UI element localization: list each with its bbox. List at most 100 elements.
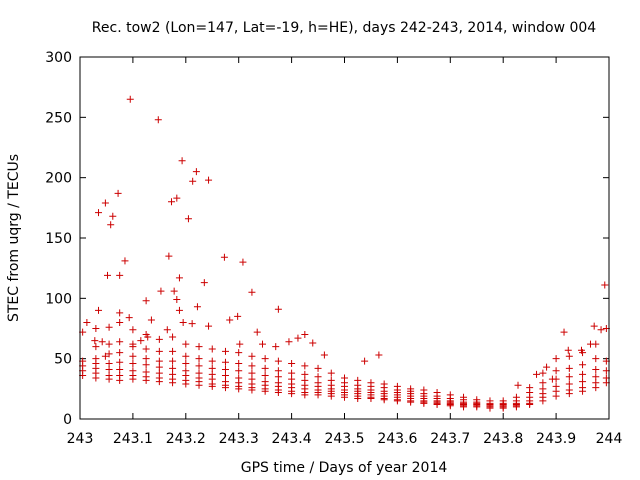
data-point-tracks bbox=[592, 373, 600, 381]
data-point-outliers bbox=[200, 279, 208, 287]
data-point-tracks bbox=[169, 333, 177, 341]
data-point-tracks bbox=[565, 390, 573, 398]
data-point-tracks bbox=[552, 392, 560, 400]
data-point-tracks bbox=[301, 362, 309, 370]
data-point-tracks bbox=[195, 362, 203, 370]
data-point-tracks bbox=[486, 404, 494, 412]
data-point-outliers bbox=[320, 351, 328, 359]
data-point-outliers bbox=[168, 198, 176, 206]
data-point-outliers bbox=[248, 288, 256, 296]
data-point-outliers bbox=[253, 328, 261, 336]
data-point-tracks bbox=[169, 347, 177, 355]
data-point-tracks bbox=[512, 403, 520, 411]
data-point-outliers bbox=[220, 253, 228, 261]
data-point-tracks bbox=[208, 382, 216, 390]
data-point-tracks bbox=[235, 385, 243, 393]
data-point-outliers bbox=[95, 209, 103, 217]
data-point-tracks bbox=[565, 373, 573, 381]
data-point-tracks bbox=[592, 355, 600, 363]
x-tick-label: 243.2 bbox=[166, 431, 206, 447]
data-point-outliers bbox=[309, 339, 317, 347]
data-point-outliers bbox=[285, 338, 293, 346]
chart-title: Rec. tow2 (Lon=147, Lat=-19, h=HE), days… bbox=[92, 20, 596, 36]
x-tick-label: 243.7 bbox=[430, 431, 470, 447]
data-point-tracks bbox=[288, 390, 296, 398]
data-point-tracks bbox=[301, 391, 309, 399]
data-point-outliers bbox=[144, 333, 152, 341]
data-point-outliers bbox=[184, 215, 192, 223]
data-point-tracks bbox=[195, 355, 203, 363]
plot-frame bbox=[79, 56, 610, 420]
y-tick-label: 200 bbox=[45, 171, 72, 187]
data-point-outliers bbox=[560, 328, 568, 336]
data-point-tracks bbox=[116, 318, 124, 326]
data-point-outliers bbox=[193, 303, 201, 311]
data-point-tracks bbox=[565, 352, 573, 360]
data-point-outliers bbox=[137, 337, 145, 345]
data-point-tracks bbox=[248, 369, 256, 377]
data-point-tracks bbox=[142, 345, 150, 353]
data-point-tracks bbox=[274, 388, 282, 396]
x-axis-label: GPS time / Days of year 2014 bbox=[241, 460, 448, 476]
data-point-tracks bbox=[195, 343, 203, 351]
x-tick-label: 243 bbox=[67, 431, 94, 447]
data-point-tracks bbox=[155, 363, 163, 371]
x-tick-label: 243.9 bbox=[536, 431, 576, 447]
data-point-outliers bbox=[543, 363, 551, 371]
data-point-tracks bbox=[288, 369, 296, 377]
data-point-outliers bbox=[125, 314, 133, 322]
data-point-outliers bbox=[564, 346, 572, 354]
data-point-outliers bbox=[173, 194, 181, 202]
data-point-outliers bbox=[142, 297, 150, 305]
data-point-outliers bbox=[121, 257, 129, 265]
data-point-outliers bbox=[98, 338, 106, 346]
data-point-tracks bbox=[393, 397, 401, 405]
data-point-outliers bbox=[514, 381, 522, 389]
data-point-outliers bbox=[601, 281, 609, 289]
data-point-tracks bbox=[579, 370, 587, 378]
data-point-outliers bbox=[129, 343, 137, 351]
data-point-tracks bbox=[314, 364, 322, 372]
data-point-outliers bbox=[597, 326, 605, 334]
data-point-tracks bbox=[169, 364, 177, 372]
x-tick-label: 243.6 bbox=[377, 431, 417, 447]
data-point-tracks bbox=[235, 349, 243, 357]
data-point-outliers bbox=[83, 318, 91, 326]
data-point-outliers bbox=[179, 318, 187, 326]
data-point-outliers bbox=[189, 177, 197, 185]
data-point-tracks bbox=[327, 392, 335, 400]
data-point-outliers bbox=[116, 271, 124, 279]
data-point-tracks bbox=[208, 345, 216, 353]
axis-ticks: 243 243.1 243.2 243.3 243.4 243.5 243.6 243.7 24… bbox=[45, 50, 622, 447]
data-point-outliers bbox=[95, 306, 103, 314]
data-point-tracks bbox=[142, 355, 150, 363]
data-point-tracks bbox=[341, 393, 348, 401]
data-point-outliers bbox=[107, 221, 115, 229]
data-point-outliers bbox=[170, 287, 178, 295]
data-point-tracks bbox=[92, 325, 100, 332]
data-point-tracks bbox=[221, 366, 229, 374]
data-point-tracks bbox=[221, 347, 229, 355]
data-point-tracks bbox=[116, 366, 124, 374]
y-axis-label: STEC from uqrg / TECUs bbox=[6, 154, 22, 322]
data-point-tracks bbox=[274, 357, 282, 365]
data-point-tracks bbox=[92, 343, 100, 351]
data-point-tracks bbox=[195, 381, 203, 389]
data-point-tracks bbox=[552, 367, 560, 375]
data-point-tracks bbox=[235, 359, 243, 367]
y-tick-label: 0 bbox=[63, 412, 72, 428]
data-point-outliers bbox=[577, 346, 585, 354]
data-point-tracks bbox=[155, 378, 163, 386]
data-point-tracks bbox=[221, 372, 229, 380]
data-point-tracks bbox=[327, 369, 335, 377]
data-point-outliers bbox=[301, 331, 309, 339]
data-point-outliers bbox=[109, 212, 117, 220]
data-point-tracks bbox=[248, 362, 256, 370]
data-point-tracks bbox=[182, 359, 190, 367]
data-point-tracks bbox=[155, 347, 163, 355]
data-point-outliers bbox=[165, 252, 173, 260]
data-point-tracks bbox=[552, 355, 560, 363]
data-points bbox=[79, 95, 610, 412]
x-tick-label: 243.4 bbox=[272, 431, 312, 447]
